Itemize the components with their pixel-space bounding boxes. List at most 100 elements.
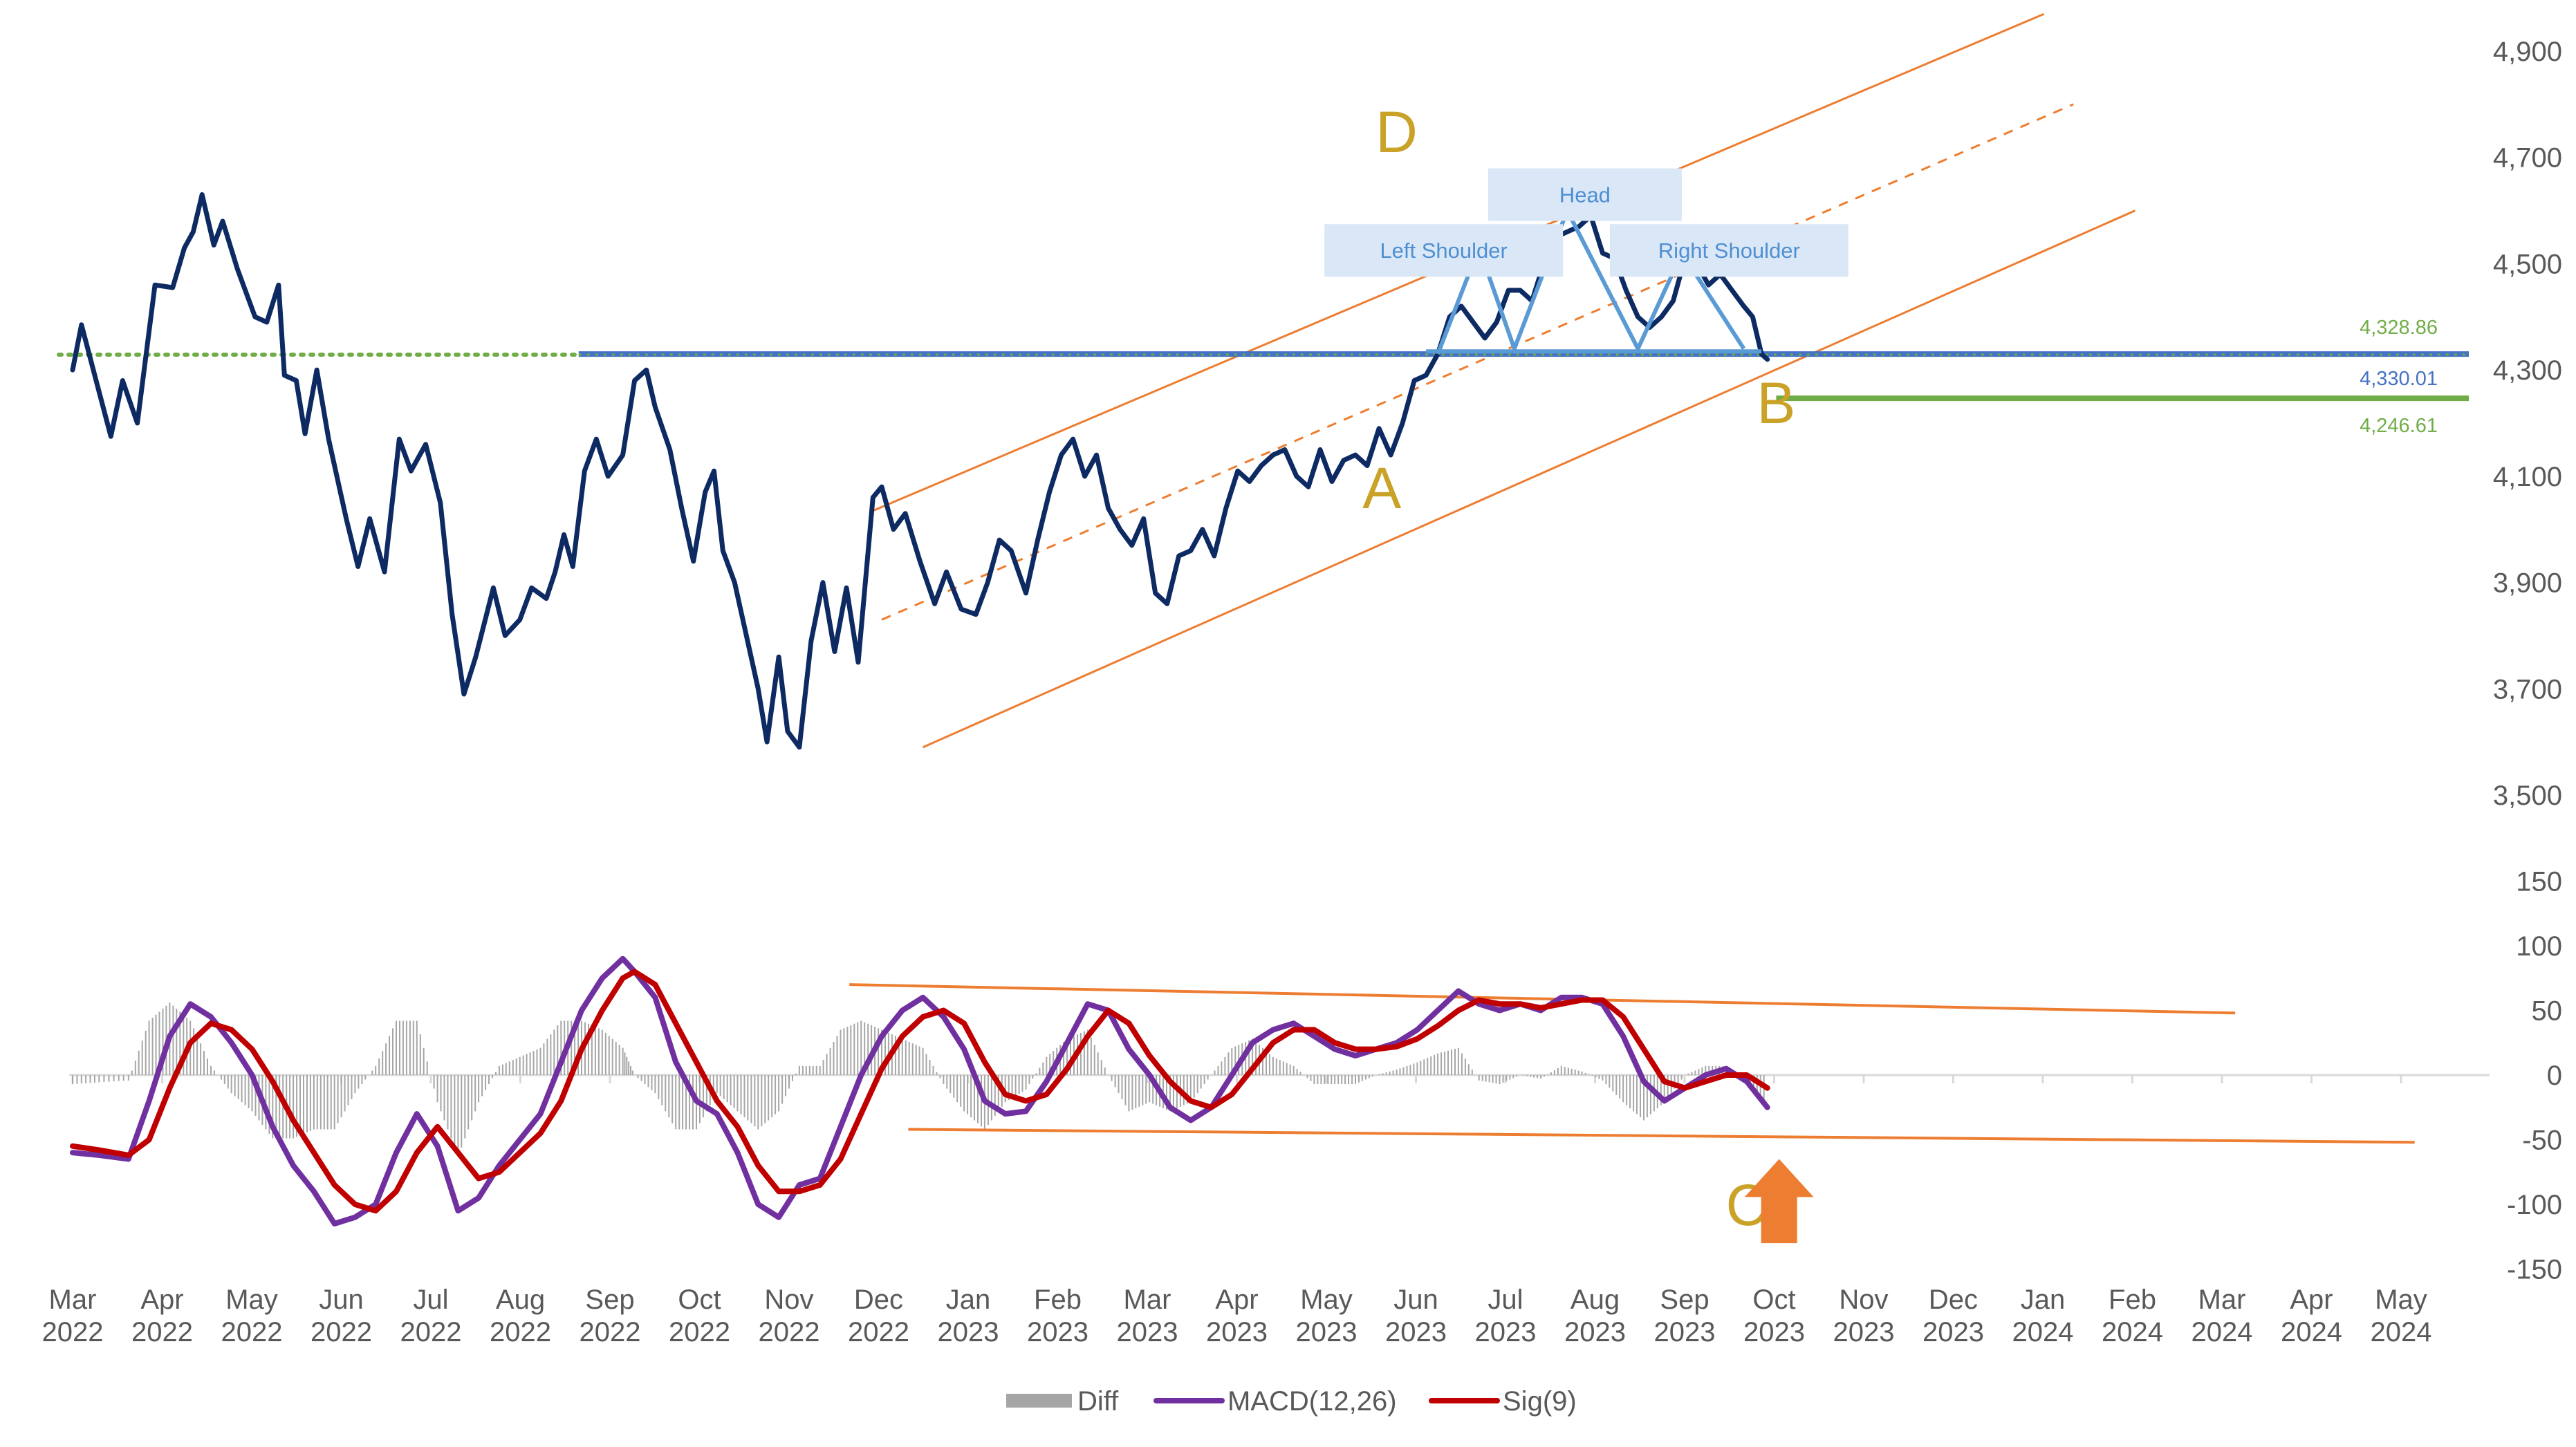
x-tick-year: 2022 <box>848 1317 909 1347</box>
price-y-tick-label: 4,300 <box>2493 355 2562 386</box>
x-tick-year: 2022 <box>311 1317 372 1347</box>
x-tick-month: Jun <box>319 1285 364 1315</box>
diff-histogram <box>72 1002 1765 1157</box>
x-tick-year: 2024 <box>2102 1317 2163 1347</box>
macd-y-tick-label: 100 <box>2516 931 2562 962</box>
x-tick-year: 2023 <box>1564 1317 1626 1347</box>
price-y-tick-label: 3,900 <box>2493 568 2562 599</box>
macd-y-tick-label: 150 <box>2516 867 2562 897</box>
x-tick-month: Mar <box>2198 1285 2246 1315</box>
x-tick-month: Jun <box>1393 1285 1438 1315</box>
x-tick-year: 2022 <box>42 1317 104 1347</box>
price-y-tick-label: 4,700 <box>2493 143 2562 174</box>
x-tick-year: 2022 <box>400 1317 462 1347</box>
x-tick-year: 2022 <box>759 1317 820 1347</box>
x-tick-month: Apr <box>140 1285 183 1315</box>
callout-box <box>1609 224 1848 277</box>
x-tick-year: 2022 <box>490 1317 551 1347</box>
x-tick-month: Oct <box>1752 1285 1795 1315</box>
x-tick-month: Feb <box>2109 1285 2156 1315</box>
x-axis: Mar2022Apr2022May2022Jun2022Jul2022Aug20… <box>42 1285 2432 1347</box>
price-y-tick-label: 3,500 <box>2493 781 2562 811</box>
x-tick-month: Aug <box>1570 1285 1620 1315</box>
legend: Diff MACD(12,26) Sig(9) <box>1006 1386 1577 1417</box>
x-tick-month: May <box>1300 1285 1353 1315</box>
x-tick-month: May <box>2375 1285 2427 1315</box>
x-tick-month: Nov <box>764 1285 813 1315</box>
level-label: 4,328.86 <box>2360 317 2438 339</box>
price-y-tick-label: 4,100 <box>2493 462 2562 492</box>
macd-y-axis: 150 100 50 0 -50 -100 -150 <box>2507 867 2562 1285</box>
channel-line-lower <box>922 209 2136 749</box>
x-tick-month: Jul <box>413 1285 448 1315</box>
x-tick-year: 2022 <box>669 1317 730 1347</box>
callout-box <box>1488 168 1682 221</box>
macd-y-tick-label: 50 <box>2532 996 2563 1027</box>
channel-line-middle <box>881 103 2074 621</box>
x-tick-year: 2023 <box>1475 1317 1537 1347</box>
callout-label: Head <box>1559 183 1611 207</box>
callout-right-shoulder: Right Shoulder <box>1609 224 1848 277</box>
x-tick-month: Feb <box>1034 1285 1082 1315</box>
x-tick-year: 2023 <box>1654 1317 1716 1347</box>
legend-item: MACD(12,26) <box>1153 1386 1397 1417</box>
x-tick-month: Mar <box>49 1285 97 1315</box>
legend-item: Sig(9) <box>1429 1386 1577 1417</box>
x-tick-year: 2024 <box>2281 1317 2342 1347</box>
legend-label: Diff <box>1077 1386 1119 1417</box>
x-tick-year: 2024 <box>2371 1317 2432 1347</box>
x-tick-month: Apr <box>2290 1285 2333 1315</box>
x-tick-month: Aug <box>496 1285 545 1315</box>
x-tick-month: Jan <box>946 1285 991 1315</box>
callout-label: Left Shoulder <box>1380 239 1507 263</box>
x-tick-month: Jul <box>1488 1285 1523 1315</box>
level-label: 4,330.01 <box>2360 368 2438 390</box>
callout-box <box>1324 224 1564 277</box>
callout-head: Head <box>1488 168 1682 221</box>
up-arrow <box>1744 1159 1814 1244</box>
x-tick-year: 2023 <box>1027 1317 1088 1347</box>
macd-y-tick-label: -150 <box>2507 1255 2562 1285</box>
x-tick-year: 2023 <box>938 1317 999 1347</box>
x-tick-year: 2023 <box>1833 1317 1895 1347</box>
x-tick-month: Apr <box>1215 1285 1258 1315</box>
x-tick-month: May <box>225 1285 278 1315</box>
x-tick-year: 2023 <box>1922 1317 1984 1347</box>
price-y-tick-label: 3,700 <box>2493 674 2562 704</box>
x-tick-year: 2023 <box>1743 1317 1805 1347</box>
annotation-letter-b: B <box>1757 371 1795 436</box>
legend-swatch <box>1006 1394 1072 1408</box>
x-tick-month: Jan <box>2021 1285 2066 1315</box>
macd-channel-lower <box>908 1128 2415 1144</box>
x-tick-year: 2023 <box>1296 1317 1358 1347</box>
x-tick-month: Mar <box>1124 1285 1171 1315</box>
x-tick-month: Nov <box>1839 1285 1888 1315</box>
x-tick-year: 2022 <box>131 1317 193 1347</box>
x-tick-year: 2022 <box>580 1317 641 1347</box>
x-tick-year: 2024 <box>2192 1317 2253 1347</box>
series-line-sig-9- <box>70 969 1770 1214</box>
x-tick-year: 2023 <box>1117 1317 1178 1347</box>
price-panel: 4,900 4,700 4,500 4,300 4,100 3,900 3,700 3,500… <box>57 12 2562 811</box>
x-tick-year: 2024 <box>2012 1317 2074 1347</box>
price-y-tick-label: 4,500 <box>2493 249 2562 279</box>
price-line <box>70 192 1770 750</box>
legend-item: Diff <box>1006 1386 1119 1417</box>
x-tick-month: Sep <box>1660 1285 1709 1315</box>
x-tick-month: Dec <box>1929 1285 1978 1315</box>
callout-label: Right Shoulder <box>1658 239 1800 263</box>
macd-channel-upper <box>849 983 2236 1015</box>
price-y-tick-label: 4,900 <box>2493 37 2562 67</box>
macd-y-tick-label: -100 <box>2507 1190 2562 1220</box>
legend-label: MACD(12,26) <box>1227 1386 1397 1417</box>
macd-y-tick-label: 0 <box>2547 1061 2562 1091</box>
x-tick-month: Dec <box>854 1285 903 1315</box>
annotation-letter-a: A <box>1362 456 1401 521</box>
callout-left-shoulder: Left Shoulder <box>1324 224 1564 277</box>
x-tick-year: 2023 <box>1206 1317 1268 1347</box>
x-tick-month: Oct <box>678 1285 721 1315</box>
x-tick-month: Sep <box>585 1285 634 1315</box>
level-label: 4,246.61 <box>2360 415 2438 437</box>
